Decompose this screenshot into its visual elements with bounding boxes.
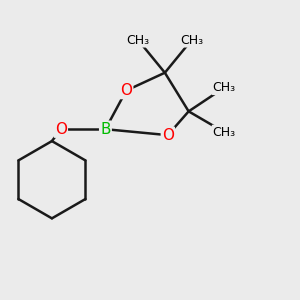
Text: O: O xyxy=(162,128,174,142)
Text: CH₃: CH₃ xyxy=(213,81,236,94)
Text: B: B xyxy=(100,122,111,137)
Text: CH₃: CH₃ xyxy=(213,126,236,139)
Text: O: O xyxy=(120,83,132,98)
Text: CH₃: CH₃ xyxy=(180,34,203,46)
Text: O: O xyxy=(55,122,67,137)
Text: CH₃: CH₃ xyxy=(127,34,150,46)
